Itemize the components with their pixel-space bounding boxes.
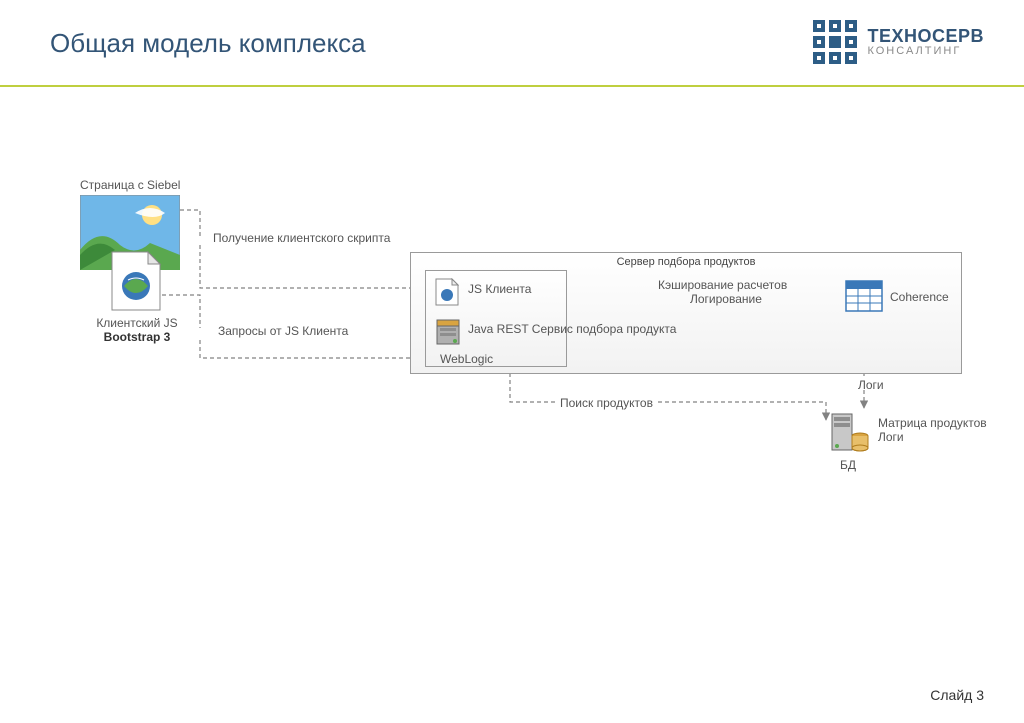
coherence-label: Coherence — [890, 290, 949, 304]
header-divider — [0, 85, 1024, 87]
script-fetch-label: Получение клиентского скрипта — [210, 231, 393, 245]
client-js-file-icon — [110, 250, 162, 312]
db-label: БД — [840, 458, 856, 472]
logo-sub-text: КОНСАЛТИНГ — [867, 46, 984, 58]
product-search-label: Поиск продуктов — [560, 396, 653, 410]
js-client-label: JS Клиента — [468, 282, 531, 296]
slide-title: Общая модель комплекса — [50, 28, 366, 59]
rest-service-label: Java REST Сервис подбора продукта — [468, 322, 676, 336]
weblogic-server-icon — [435, 318, 461, 346]
diagram: Сервер подбора продуктов Страница с Sie — [0, 100, 1024, 600]
coherence-grid-icon — [845, 280, 883, 312]
bootstrap-label: Bootstrap 3 — [98, 330, 176, 344]
logs-label: Логи — [858, 378, 884, 392]
edge-script-to-jsclient — [200, 245, 430, 288]
edge-requests-to-weblogic — [200, 340, 424, 358]
logo-main-text: ТЕХНОСЕРВ — [867, 27, 984, 46]
edge-search-to-db — [658, 402, 826, 420]
logo: ТЕХНОСЕРВ КОНСАЛТИНГ — [813, 20, 984, 64]
weblogic-label: WebLogic — [440, 352, 493, 366]
client-js-label: Клиентский JS — [92, 316, 182, 330]
caching-label: Кэширование расчетов — [658, 278, 787, 292]
logging-label: Логирование — [690, 292, 762, 306]
database-server-icon — [830, 410, 870, 454]
server-box-title: Сервер подбора продуктов — [411, 253, 961, 270]
client-requests-label: Запросы от JS Клиента — [215, 324, 351, 338]
product-matrix-label: Матрица продуктов — [878, 416, 987, 430]
matrix-logs-label: Логи — [878, 430, 904, 444]
logo-mark-icon — [813, 20, 857, 64]
js-client-file-icon — [435, 278, 459, 306]
siebel-page-label: Страница с Siebel — [80, 178, 180, 192]
slide-footer: Слайд 3 — [930, 687, 984, 703]
